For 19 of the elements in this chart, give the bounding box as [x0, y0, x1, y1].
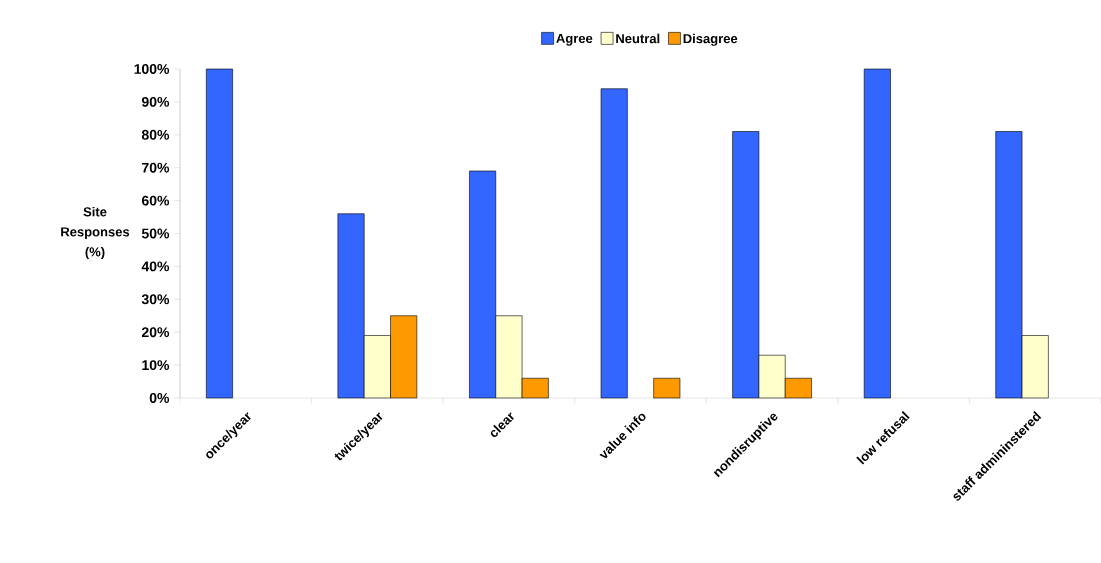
- legend-label: Neutral: [616, 33, 660, 44]
- y-tick-label: 100%: [134, 64, 170, 74]
- y-tick-label: 0%: [149, 393, 170, 403]
- legend-label: Disagree: [683, 33, 738, 46]
- bar: [653, 377, 681, 399]
- y-tick-label: 50%: [141, 228, 170, 239]
- bar: [600, 88, 628, 399]
- y-axis-title: Site Responses (%): [61, 206, 130, 260]
- y-tick-label: 10%: [142, 360, 170, 371]
- y-tick-label: 20%: [141, 327, 170, 338]
- y-tick-label: 30%: [141, 294, 170, 305]
- y-tick-label: 90%: [141, 96, 170, 107]
- y-tick-label: 40%: [141, 261, 170, 272]
- y-tick-label: 60%: [141, 195, 170, 206]
- bar: [206, 68, 233, 399]
- y-tick-label: 80%: [141, 129, 170, 140]
- y-tick-label: 70%: [142, 162, 170, 173]
- bar: [863, 68, 891, 399]
- legend-label: Agree: [556, 33, 593, 46]
